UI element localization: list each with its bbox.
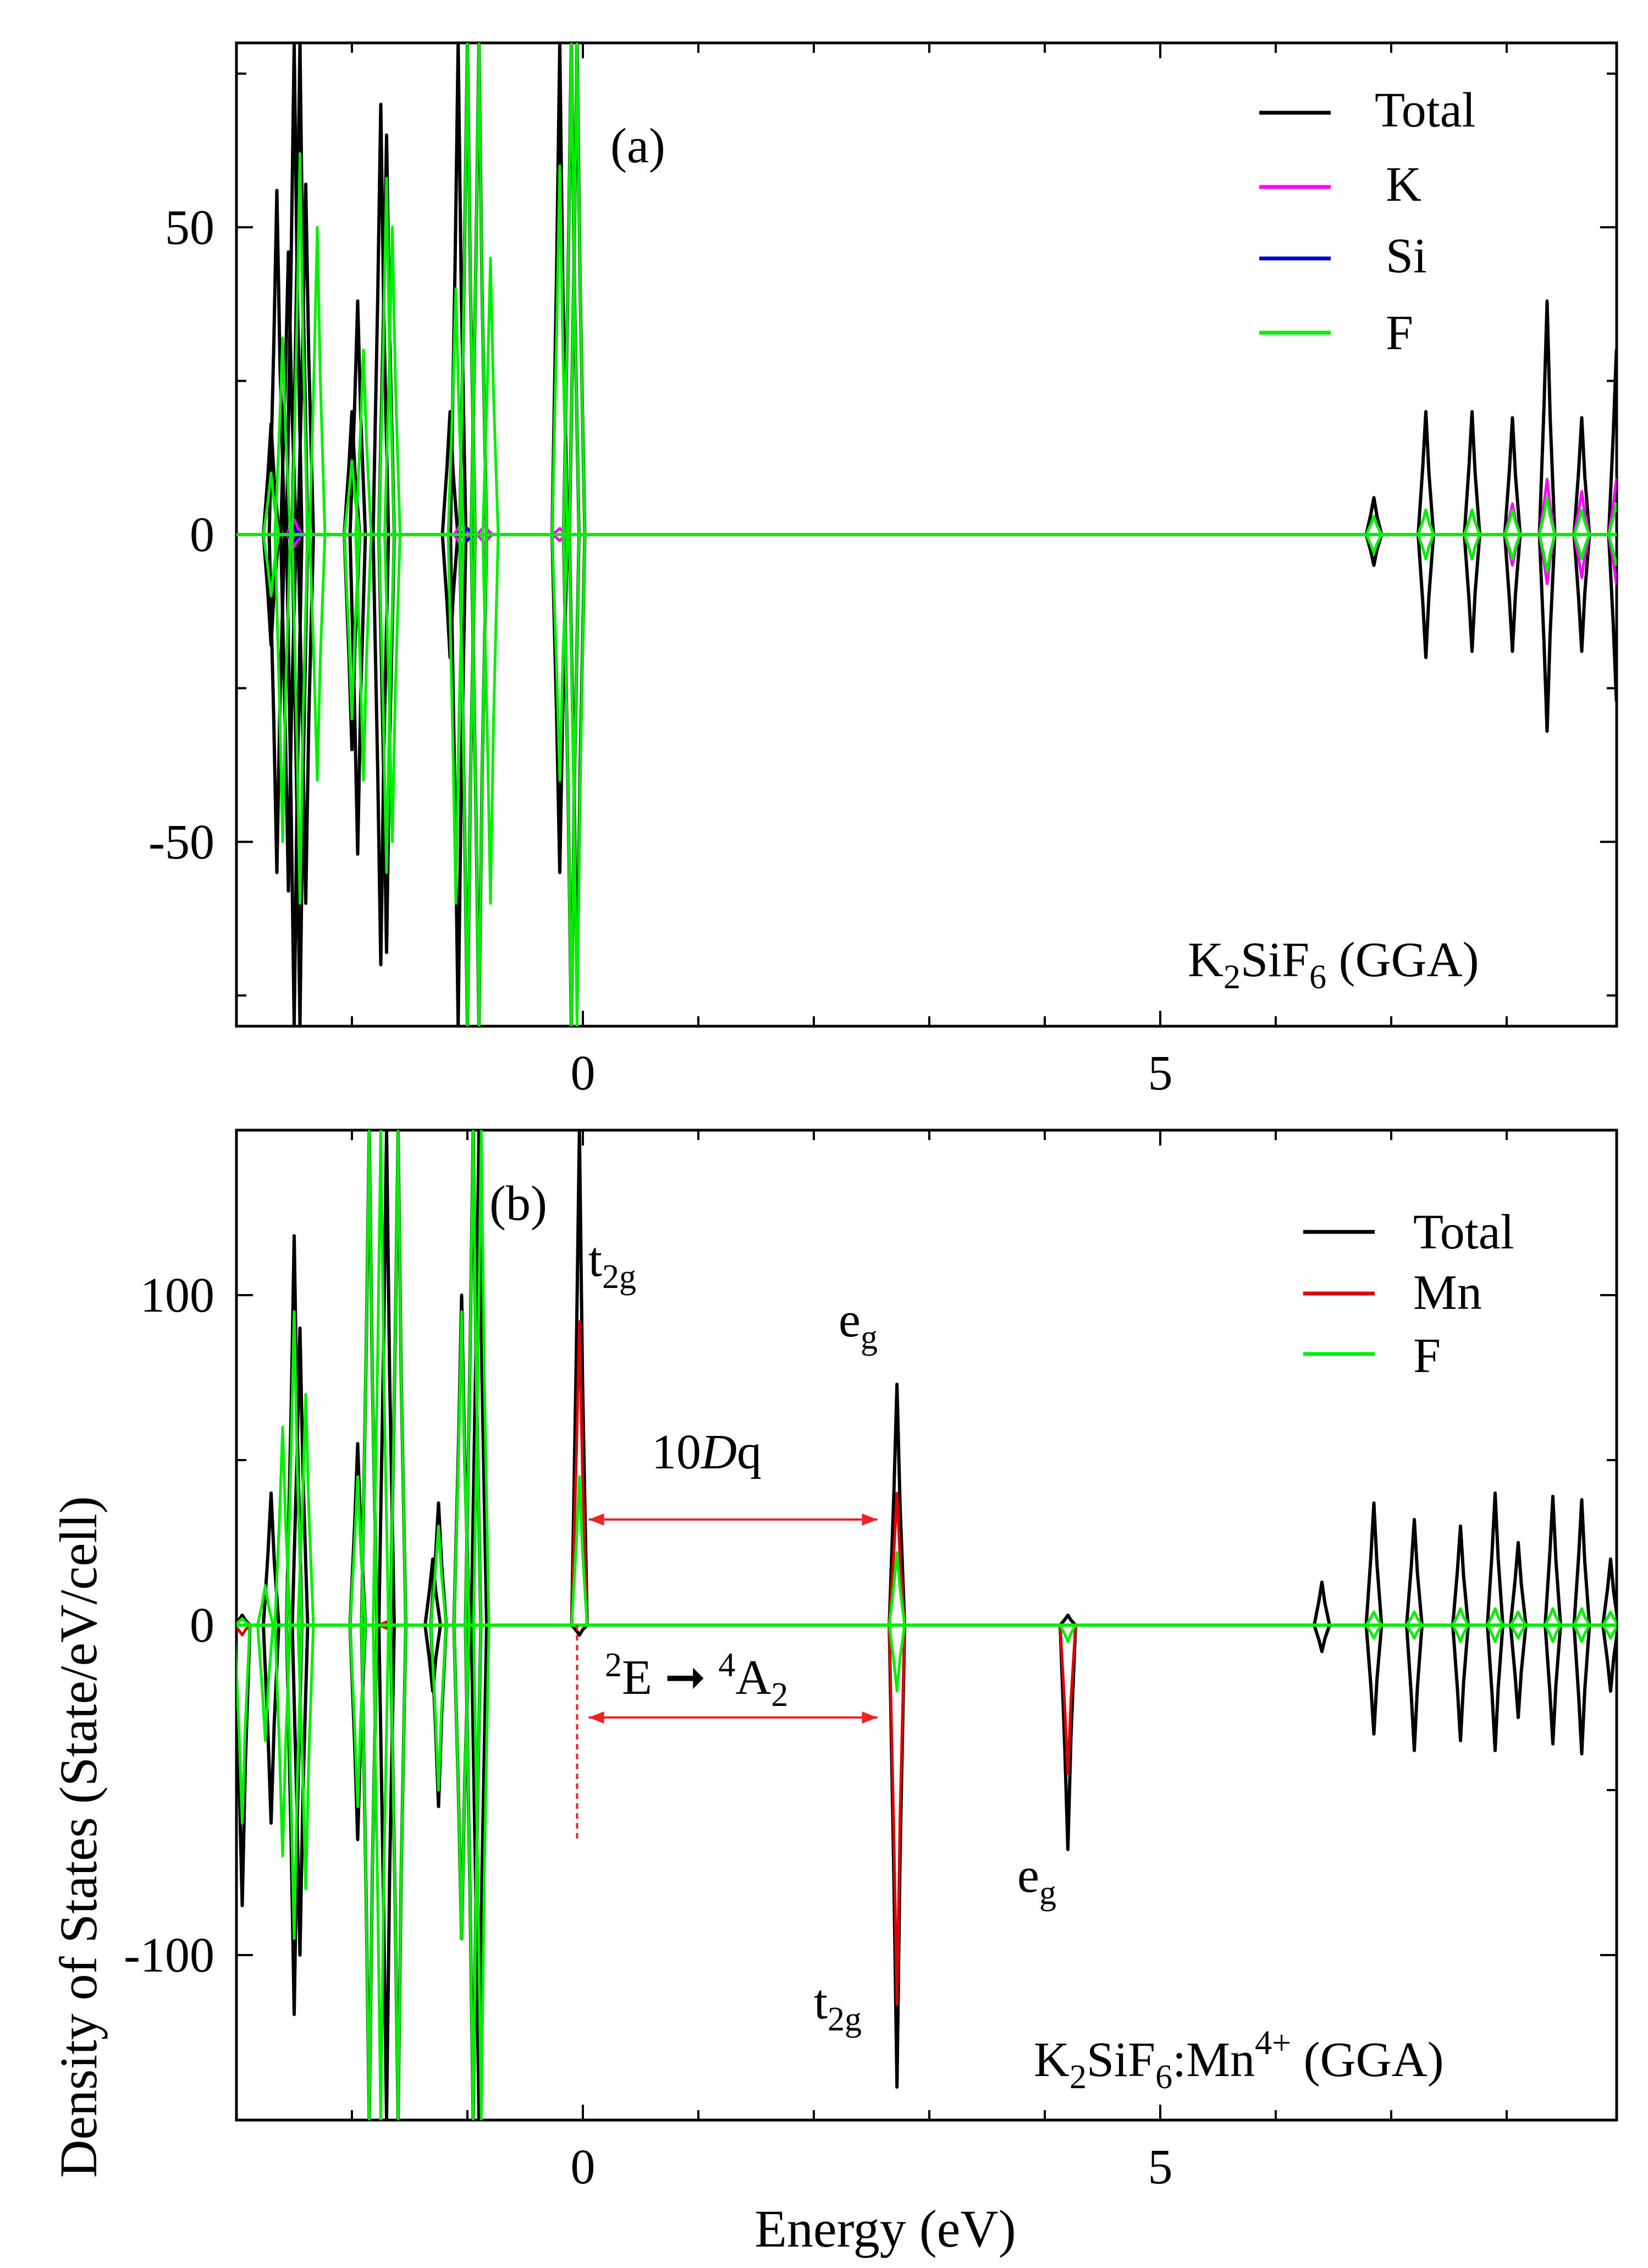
y-tick-label-b-2: -100 (124, 1928, 214, 1983)
panel-a-ticks: 0 5 50 0 -50 (148, 43, 1617, 1100)
peak-b-total-17 (1364, 1501, 1384, 1736)
y-tick-label-a-0: 50 (165, 200, 214, 255)
x-tick-label-b-1: 5 (1148, 2140, 1173, 2194)
span-arrow-head-right-1 (862, 1711, 878, 1724)
annotation-eg-down: eg (1017, 1848, 1056, 1912)
annotation-t2g-down: t2g (814, 1975, 862, 2038)
panel-a-compound-label: K2SiF6 (GGA) (1188, 933, 1479, 996)
y-tick-label-a-2: -50 (148, 815, 214, 869)
peak-b-total-18 (1405, 1518, 1424, 1752)
x-tick-label-a-1: 5 (1148, 1046, 1173, 1100)
panel-a-label: (a) (610, 119, 665, 173)
x-tick-label-a-0: 0 (571, 1046, 596, 1100)
legend-a-k-label: K (1386, 157, 1421, 212)
peak-a-f-11 (481, 256, 500, 905)
peak-b-f-15 (1059, 1623, 1077, 1643)
peak-a-total-23 (1607, 348, 1617, 702)
y-tick-label-b-0: 100 (140, 1268, 214, 1323)
panel-b: 0 5 100 0 -100 (b) Total Mn F t2g eg 10Dq 2E… (124, 1129, 1618, 2194)
peak-a-f-21 (1607, 502, 1617, 567)
annotation-t2g-up: t2g (588, 1232, 636, 1296)
span-arrow-head-left-1 (588, 1711, 604, 1724)
panel-b-legend: Total Mn F (1303, 1205, 1514, 1383)
peak-b-total-24 (1601, 1557, 1617, 1693)
panel-b-ticks: 0 5 100 0 -100 (124, 1129, 1617, 2194)
span-arrow-head-left-0 (588, 1513, 604, 1526)
span-arrow-head-right-0 (862, 1513, 878, 1526)
x-axis-label: Energy (eV) (754, 2199, 1016, 2258)
panel-a-legend: Total K Si F (1259, 83, 1476, 360)
legend-a-si-label: Si (1386, 229, 1427, 283)
y-axis-label: Density of States (State/eV/cell) (49, 1496, 108, 2178)
y-tick-label-b-1: 0 (190, 1598, 214, 1653)
peak-b-f-23 (1601, 1610, 1617, 1640)
peak-b-total-16 (1313, 1581, 1331, 1653)
x-tick-label-b-0: 0 (571, 2140, 596, 2194)
panel-b-label: (b) (489, 1176, 547, 1231)
peak-b-total-19 (1451, 1524, 1470, 1742)
annotation-transition: 2E ➞ 4A2 (605, 1647, 788, 1714)
y-tick-label-a-1: 0 (190, 508, 214, 562)
annotation-eg-up: eg (839, 1293, 878, 1356)
legend-a-f-label: F (1386, 306, 1413, 360)
legend-b-total-label: Total (1413, 1205, 1514, 1259)
peak-a-k-9 (1607, 477, 1617, 585)
panel-b-arrows (576, 1513, 878, 1840)
legend-b-f-label: F (1413, 1329, 1441, 1383)
legend-a-total-label: Total (1375, 83, 1476, 137)
panel-b-plot-area (236, 1130, 1617, 2120)
panel-a-plot-area (236, 43, 1617, 1026)
panel-a: 0 5 50 0 -50 (a) Total K Si F K2SiF6 (GGA) (148, 41, 1618, 1100)
panel-b-compound-label: K2SiF6:Mn4+ (GGA) (1034, 2024, 1444, 2096)
annotation-10dq: 10Dq (652, 1425, 762, 1479)
legend-b-mn-label: Mn (1413, 1265, 1482, 1320)
